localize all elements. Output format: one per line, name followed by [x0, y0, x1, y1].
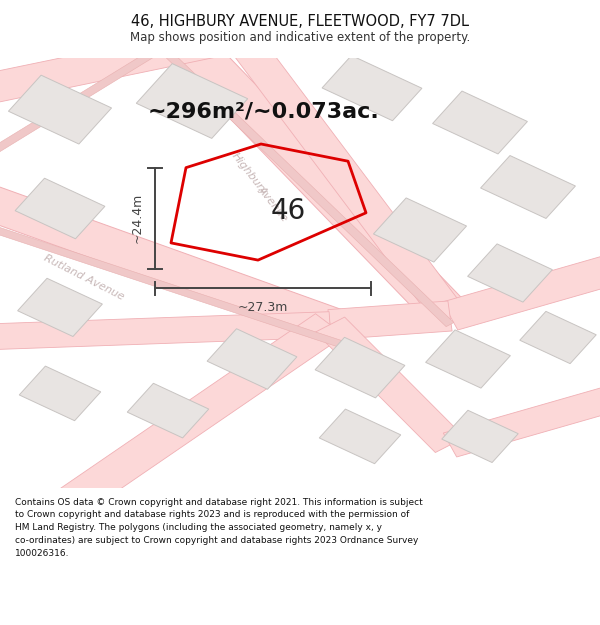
- Polygon shape: [8, 75, 112, 144]
- Polygon shape: [425, 330, 511, 388]
- Polygon shape: [316, 317, 464, 452]
- Polygon shape: [520, 311, 596, 364]
- Text: ~24.4m: ~24.4m: [131, 193, 144, 243]
- Polygon shape: [322, 56, 422, 121]
- Text: Map shows position and indicative extent of the property.: Map shows position and indicative extent…: [130, 31, 470, 44]
- Polygon shape: [0, 34, 183, 168]
- Polygon shape: [146, 34, 454, 327]
- Polygon shape: [443, 381, 600, 457]
- Polygon shape: [127, 383, 209, 438]
- Polygon shape: [433, 91, 527, 154]
- Polygon shape: [0, 180, 341, 340]
- Text: Avenue: Avenue: [256, 184, 290, 224]
- Polygon shape: [0, 218, 362, 354]
- Polygon shape: [136, 64, 248, 138]
- Polygon shape: [373, 198, 467, 262]
- Polygon shape: [207, 329, 297, 389]
- Polygon shape: [467, 244, 553, 302]
- Text: Contains OS data © Crown copyright and database right 2021. This information is : Contains OS data © Crown copyright and d…: [15, 498, 423, 558]
- Polygon shape: [224, 31, 466, 322]
- Polygon shape: [328, 301, 452, 339]
- Polygon shape: [315, 338, 405, 398]
- Text: ~27.3m: ~27.3m: [238, 301, 288, 314]
- Polygon shape: [442, 410, 518, 462]
- Polygon shape: [15, 178, 105, 239]
- Text: Highbury: Highbury: [229, 151, 269, 198]
- Text: 46: 46: [271, 197, 305, 224]
- Text: 46, HIGHBURY AVENUE, FLEETWOOD, FY7 7DL: 46, HIGHBURY AVENUE, FLEETWOOD, FY7 7DL: [131, 14, 469, 29]
- Polygon shape: [0, 22, 246, 107]
- Text: Rutland Avenue: Rutland Avenue: [42, 253, 126, 302]
- Polygon shape: [319, 409, 401, 464]
- Polygon shape: [17, 278, 103, 336]
- Polygon shape: [481, 156, 575, 219]
- Text: ~296m²/~0.073ac.: ~296m²/~0.073ac.: [148, 102, 380, 122]
- Polygon shape: [0, 312, 331, 351]
- Polygon shape: [442, 251, 600, 330]
- Polygon shape: [19, 366, 101, 421]
- Polygon shape: [46, 314, 344, 521]
- Polygon shape: [160, 27, 470, 326]
